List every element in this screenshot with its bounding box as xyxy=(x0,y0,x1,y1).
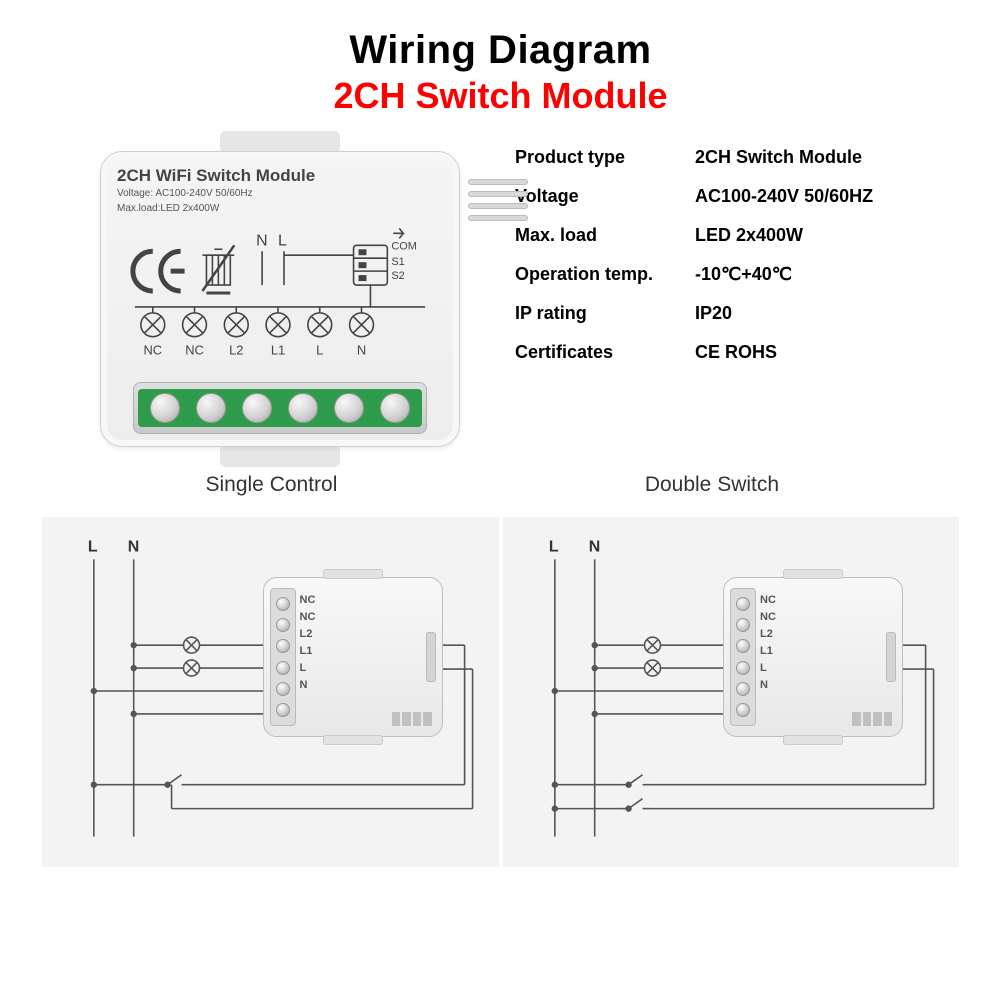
module-schematic: N L COM S1 S2 xyxy=(117,221,443,361)
output-wires xyxy=(468,179,528,249)
screw-terminal xyxy=(242,393,272,423)
svg-text:S2: S2 xyxy=(391,270,404,282)
spec-row: Operation temp.-10℃+40℃ xyxy=(515,264,961,285)
mount-clip-top xyxy=(220,131,340,153)
svg-text:NC: NC xyxy=(143,343,162,358)
screw-terminal xyxy=(288,393,318,423)
svg-text:N: N xyxy=(256,232,267,249)
module-title: 2CH WiFi Switch Module xyxy=(117,166,443,186)
svg-text:L: L xyxy=(548,538,558,555)
spec-value: CE ROHS xyxy=(695,342,777,363)
svg-text:COM: COM xyxy=(391,240,416,252)
svg-text:N: N xyxy=(357,343,366,358)
screw-terminal xyxy=(380,393,410,423)
screw-terminal xyxy=(196,393,226,423)
mode-label-double: Double Switch xyxy=(483,473,941,497)
svg-text:NC: NC xyxy=(185,343,204,358)
spec-label: Product type xyxy=(515,147,695,168)
module-mini: NCNCL2L1LN xyxy=(263,577,443,737)
wiring-diagram-double: NCNCL2L1LN L N xyxy=(503,517,960,867)
svg-text:N: N xyxy=(588,538,600,555)
screw-terminal xyxy=(334,393,364,423)
spec-value: 2CH Switch Module xyxy=(695,147,862,168)
page-subtitle: 2CH Switch Module xyxy=(0,75,1001,117)
module-mini: NCNCL2L1LN xyxy=(723,577,903,737)
module-photo: 2CH WiFi Switch Module Voltage: AC100-24… xyxy=(70,129,490,469)
screw-terminal xyxy=(150,393,180,423)
svg-text:L: L xyxy=(278,232,287,249)
svg-text:L: L xyxy=(316,343,323,358)
svg-text:L2: L2 xyxy=(229,343,243,358)
spec-row: Max. loadLED 2x400W xyxy=(515,225,961,246)
module-spec-1: Voltage: AC100-240V 50/60Hz xyxy=(117,188,443,201)
spec-row: CertificatesCE ROHS xyxy=(515,342,961,363)
mode-label-single: Single Control xyxy=(60,473,483,497)
spec-row: VoltageAC100-240V 50/60HZ xyxy=(515,186,961,207)
spec-label: Voltage xyxy=(515,186,695,207)
spec-label: Max. load xyxy=(515,225,695,246)
spec-row: Product type2CH Switch Module xyxy=(515,147,961,168)
spec-label: IP rating xyxy=(515,303,695,324)
spec-label: Certificates xyxy=(515,342,695,363)
spec-value: IP20 xyxy=(695,303,732,324)
spec-label: Operation temp. xyxy=(515,264,695,285)
svg-text:L1: L1 xyxy=(271,343,285,358)
spec-value: -10℃+40℃ xyxy=(695,264,792,285)
page-title: Wiring Diagram xyxy=(0,28,1001,73)
spec-table: Product type2CH Switch ModuleVoltageAC10… xyxy=(515,129,961,469)
svg-text:N: N xyxy=(128,538,140,555)
svg-text:L: L xyxy=(88,538,98,555)
mount-clip-bottom xyxy=(220,445,340,467)
spec-value: LED 2x400W xyxy=(695,225,803,246)
wiring-diagram-single: NCNCL2L1LN L N xyxy=(42,517,499,867)
spec-value: AC100-240V 50/60HZ xyxy=(695,186,873,207)
svg-text:S1: S1 xyxy=(391,256,404,268)
spec-row: IP ratingIP20 xyxy=(515,303,961,324)
terminal-strip xyxy=(133,382,427,434)
module-spec-2: Max.load:LED 2x400W xyxy=(117,203,443,216)
